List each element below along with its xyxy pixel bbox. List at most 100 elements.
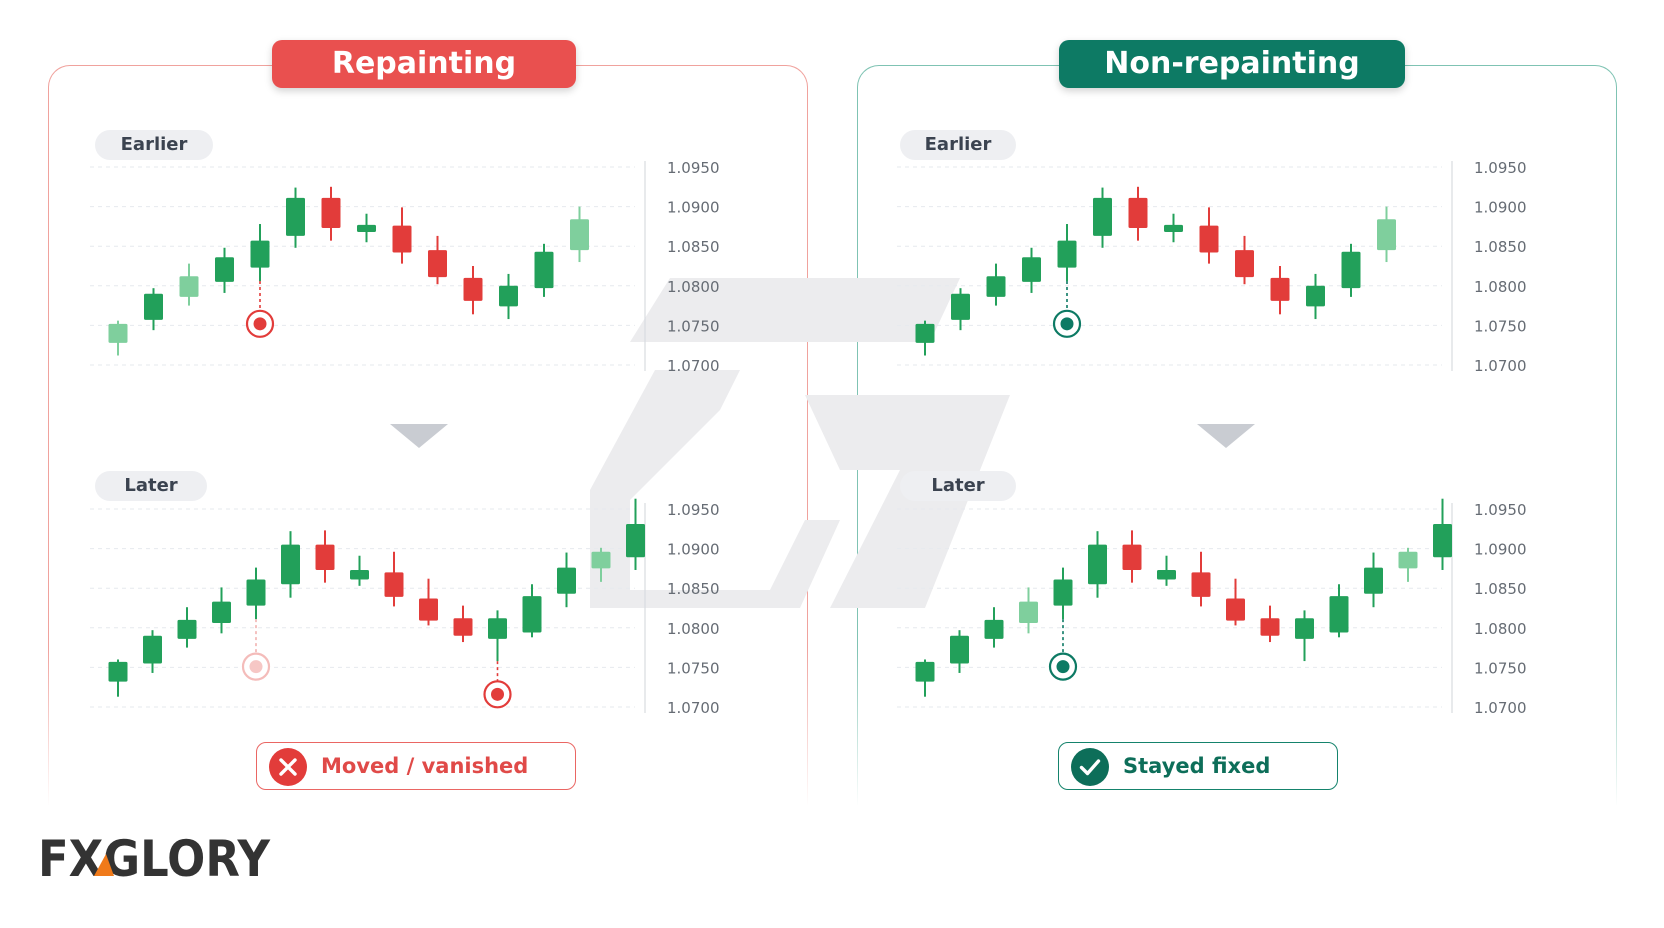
candle (250, 224, 270, 282)
candle (246, 567, 266, 620)
candle-body (557, 567, 576, 594)
candle-body (463, 277, 483, 301)
y-tick-label: 1.0950 (1474, 159, 1527, 177)
non-repainting-later-chart: 1.0950 1.0900 1.0850 1.0800 1.0750 1.0700 (897, 498, 1527, 717)
candle-body (1122, 544, 1142, 570)
candle (463, 266, 483, 315)
candle (1164, 213, 1183, 243)
candle (1057, 224, 1077, 282)
candle (534, 243, 554, 297)
y-tick-label: 1.0850 (1474, 580, 1527, 598)
candle-body (177, 619, 197, 639)
candle (626, 498, 645, 570)
repainting-earlier-chart: 1.0950 1.0900 1.0850 1.0800 1.0750 1.0700 (90, 159, 720, 375)
candle (384, 551, 404, 607)
candle (179, 263, 199, 306)
candle (1053, 567, 1073, 620)
y-tick-label: 1.0800 (1474, 278, 1527, 296)
candle-body (1306, 285, 1325, 307)
candle (108, 320, 128, 356)
candle-body (1295, 618, 1314, 639)
candle-body (1053, 579, 1073, 606)
candle (1433, 498, 1452, 570)
check-icon (1071, 748, 1109, 786)
candle-body (951, 293, 970, 320)
candle (915, 320, 935, 356)
repainting-result-label: Moved / vanished (321, 754, 529, 778)
candle (1088, 531, 1107, 598)
candle-body (591, 551, 611, 569)
candle-body (1235, 250, 1254, 278)
candle-body (1128, 197, 1148, 228)
candle (315, 530, 335, 583)
svg-text:FXGLORY: FXGLORY (38, 830, 271, 886)
candle-body (1191, 572, 1211, 597)
candle (144, 288, 163, 331)
candle-body (1093, 197, 1112, 236)
candle-body (986, 276, 1006, 297)
candle (1093, 187, 1112, 248)
candle-body (626, 524, 645, 558)
later-label: Later (900, 471, 1016, 501)
y-tick-label: 1.0800 (1474, 620, 1527, 638)
candle-body (1164, 224, 1183, 232)
y-tick-label: 1.0750 (667, 317, 720, 335)
candle-body (453, 618, 473, 636)
candle (1128, 186, 1148, 241)
candle-body (1329, 596, 1349, 633)
candle-body (281, 544, 300, 585)
candle-body (392, 225, 412, 253)
y-tick-label: 1.0950 (1474, 501, 1527, 519)
candle-body (1341, 251, 1361, 289)
candle (321, 186, 341, 241)
signal-marker (1048, 652, 1078, 681)
candle (453, 605, 473, 643)
candle (1019, 587, 1038, 634)
candle (1341, 243, 1361, 297)
candle-body (179, 276, 199, 297)
candle (950, 630, 969, 673)
candle-body (1022, 257, 1041, 282)
candle-body (1377, 219, 1396, 251)
candle (591, 547, 611, 582)
candle-body (534, 251, 554, 289)
candle-body (321, 197, 341, 228)
signal-dot (491, 687, 504, 701)
close-icon (269, 748, 307, 786)
candle-body (522, 596, 542, 633)
non-repainting-earlier-chart: 1.0950 1.0900 1.0850 1.0800 1.0750 1.0700 (897, 159, 1527, 375)
candle (419, 578, 438, 626)
candle-body (1270, 277, 1290, 301)
fxglory-logo: FXGLORY (38, 830, 271, 886)
y-tick-label: 1.0800 (667, 278, 720, 296)
candle-body (212, 601, 231, 624)
candle-body (915, 661, 935, 682)
candle (1022, 247, 1041, 293)
candle-body (215, 257, 234, 282)
candle (1226, 578, 1245, 626)
repainting-title: Repainting (272, 40, 576, 88)
y-tick-label: 1.0750 (667, 659, 720, 677)
candle-body (384, 572, 404, 597)
candle-body (1260, 618, 1280, 636)
candle-body (250, 240, 270, 268)
candle-body (570, 219, 589, 251)
signal-marker (241, 652, 271, 681)
candle (1199, 207, 1219, 264)
candle-body (915, 323, 935, 343)
candle (1295, 610, 1314, 662)
candle (143, 630, 162, 673)
y-tick-label: 1.0850 (667, 580, 720, 598)
candle (986, 263, 1006, 306)
non-repainting-title: Non-repainting (1059, 40, 1405, 88)
candle (1377, 206, 1396, 263)
earlier-label: Earlier (900, 130, 1016, 160)
candle (522, 584, 542, 638)
candle (951, 288, 970, 331)
candle (984, 607, 1004, 648)
candle-body (144, 293, 163, 320)
candle (281, 531, 300, 598)
candle (428, 235, 447, 285)
y-tick-label: 1.0900 (1474, 199, 1527, 217)
earlier-label: Earlier (95, 130, 213, 160)
